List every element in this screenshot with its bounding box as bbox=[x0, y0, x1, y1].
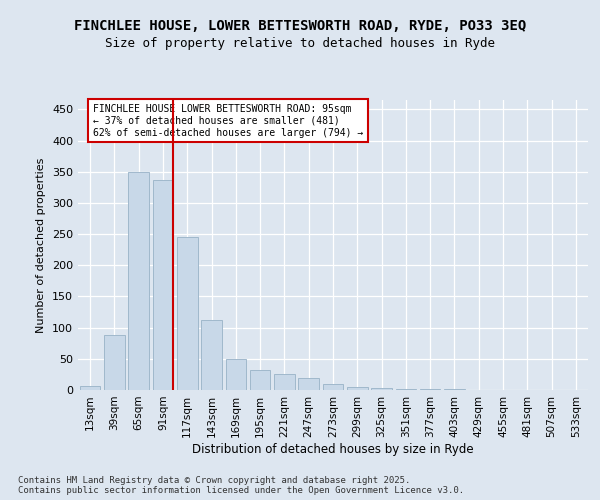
Bar bbox=[347, 387, 368, 390]
Bar bbox=[298, 378, 319, 390]
Bar bbox=[274, 374, 295, 390]
Bar bbox=[128, 172, 149, 390]
Bar bbox=[226, 360, 246, 390]
Bar bbox=[152, 180, 173, 390]
Text: Contains HM Land Registry data © Crown copyright and database right 2025.
Contai: Contains HM Land Registry data © Crown c… bbox=[18, 476, 464, 495]
Bar bbox=[201, 320, 222, 390]
Text: FINCHLEE HOUSE, LOWER BETTESWORTH ROAD, RYDE, PO33 3EQ: FINCHLEE HOUSE, LOWER BETTESWORTH ROAD, … bbox=[74, 18, 526, 32]
Bar bbox=[323, 384, 343, 390]
Text: Size of property relative to detached houses in Ryde: Size of property relative to detached ho… bbox=[105, 37, 495, 50]
Bar bbox=[104, 335, 125, 390]
X-axis label: Distribution of detached houses by size in Ryde: Distribution of detached houses by size … bbox=[192, 442, 474, 456]
Text: FINCHLEE HOUSE LOWER BETTESWORTH ROAD: 95sqm
← 37% of detached houses are smalle: FINCHLEE HOUSE LOWER BETTESWORTH ROAD: 9… bbox=[94, 104, 364, 138]
Bar bbox=[250, 370, 271, 390]
Bar bbox=[177, 236, 197, 390]
Bar bbox=[371, 388, 392, 390]
Y-axis label: Number of detached properties: Number of detached properties bbox=[37, 158, 46, 332]
Bar bbox=[395, 389, 416, 390]
Bar bbox=[80, 386, 100, 390]
